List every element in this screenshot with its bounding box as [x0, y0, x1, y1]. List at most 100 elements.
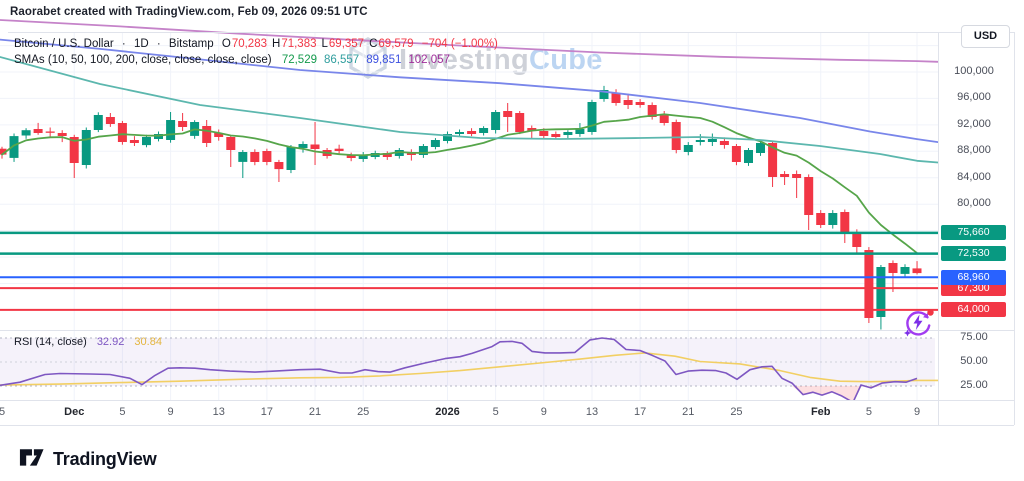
candle [129, 136, 139, 146]
candle [142, 134, 151, 148]
panel-right-border [1014, 32, 1015, 425]
candle [683, 142, 693, 156]
candle [731, 144, 741, 166]
sma-value: 102,057 [408, 54, 450, 66]
candle [105, 113, 115, 127]
sma-values: 72,529 86,557 89,851 102,057 [275, 54, 450, 66]
ohlc-value: 71,383 [281, 38, 317, 50]
candle [912, 261, 922, 275]
candle [900, 264, 910, 277]
candle [430, 138, 440, 150]
time-axis-label: 9 [540, 406, 547, 418]
time-axis-label: 9 [913, 406, 921, 418]
symbol-row[interactable]: Bitcoin / U.S. Dollar · 1D · Bitstamp O7… [14, 38, 498, 50]
sma-label: SMAs (10, 50, 100, 200, close, close, cl… [14, 54, 272, 66]
series-legend[interactable]: Bitcoin / U.S. Dollar · 1D · Bitstamp O7… [14, 36, 498, 68]
candle [250, 149, 260, 166]
symbol-title: Bitcoin / U.S. Dollar [14, 38, 114, 50]
price-axis-tick: 100,000 [954, 65, 994, 77]
candle [707, 133, 717, 146]
candle [828, 210, 838, 229]
candle [346, 152, 356, 162]
time-axis-label: 5 [865, 406, 872, 418]
candle [816, 210, 826, 228]
rsi-main-value: 32.92 [96, 336, 125, 348]
chart-canvas[interactable] [0, 0, 938, 400]
candle [503, 103, 513, 132]
time-axis-label: 9 [167, 406, 174, 418]
time-axis-label: 5 [492, 406, 499, 418]
candle [443, 131, 452, 144]
level-lines [0, 231, 938, 311]
candle [864, 247, 874, 323]
sma-value: 86,557 [324, 54, 360, 66]
sma-row[interactable]: SMAs (10, 50, 100, 200, close, close, cl… [14, 52, 498, 68]
time-axis-label: 2026 [435, 406, 460, 418]
ohlc-value: 70,283 [231, 38, 267, 50]
price-level-badge: 68,960 [941, 269, 1006, 285]
rsi-legend[interactable]: RSI (14, close) 32.92 30.84 [14, 336, 162, 348]
candle [81, 127, 91, 169]
time-axis-label: 25 [730, 406, 743, 418]
candle [719, 137, 729, 149]
candle [527, 125, 537, 138]
tradingview-brand-text: TradingView [53, 448, 157, 469]
ohlc-value: 69,357 [328, 38, 365, 50]
attribution-text: Raorabet created with TradingView.com, F… [10, 6, 368, 18]
candle [69, 134, 79, 178]
rsi-axis-tick: 25.00 [960, 379, 988, 391]
magic-refresh-icon[interactable] [900, 304, 936, 345]
pane-separator[interactable] [0, 330, 1014, 331]
grid-layer [0, 33, 938, 400]
candle [9, 133, 19, 162]
price-axis-tick: 84,000 [957, 170, 991, 183]
candle [298, 141, 308, 153]
candle [659, 111, 669, 126]
candle [587, 99, 597, 135]
rsi-signal-value: 30.84 [134, 336, 162, 348]
time-axis-label: 5 [119, 406, 126, 418]
ohlc-key: C [369, 38, 378, 50]
price-axis-tick: 88,000 [957, 144, 991, 157]
candle [635, 99, 645, 108]
candle [226, 135, 236, 167]
candle [394, 148, 404, 159]
candle [382, 151, 392, 160]
price-axis-tick: 96,000 [957, 91, 991, 104]
candle [768, 140, 778, 187]
time-axis-label: 13 [585, 406, 599, 418]
time-axis[interactable]: 5 Dec 5 9 13 17 21 25 2026 5 9 13 17 21 25 Feb 5 9 [0, 400, 938, 425]
rsi-axis-tick: 50.00 [960, 355, 988, 367]
currency-toggle-button[interactable]: USD [961, 25, 1010, 48]
panel-top-border [8, 32, 1014, 33]
candle [214, 129, 224, 141]
ohlc-key: O [221, 38, 231, 50]
candle [45, 127, 55, 137]
candle [358, 152, 368, 162]
candle [262, 148, 272, 166]
panel-bottom-border [0, 425, 1014, 426]
ohlc-value: 69,579 [378, 38, 414, 50]
time-axis-label: 25 [357, 406, 370, 418]
price-axis[interactable]: 100,000 96,000 92,000 88,000 84,000 80,000 75.… [938, 0, 1015, 425]
price-level-badge: 72,530 [941, 246, 1006, 262]
time-axis-label: 13 [212, 406, 225, 418]
candle [744, 148, 753, 166]
candle [202, 120, 212, 147]
candle [166, 112, 176, 143]
ohlc-key: L [321, 38, 328, 50]
ohlc-values: O70,283 H71,383 L69,357 C69,579 [217, 38, 414, 50]
rsi-axis-tick: 75.00 [960, 331, 988, 343]
candles-layer [0, 85, 922, 330]
candle [33, 122, 43, 135]
sma-value: 89,851 [366, 54, 402, 66]
price-axis-tick: 80,000 [957, 197, 991, 210]
price-level-badge: 75,660 [941, 225, 1006, 241]
candle [876, 265, 886, 330]
candle [286, 145, 296, 174]
candle [695, 134, 705, 146]
candle [575, 123, 585, 137]
candle [418, 144, 428, 158]
candle [467, 128, 477, 137]
candle [563, 130, 573, 139]
